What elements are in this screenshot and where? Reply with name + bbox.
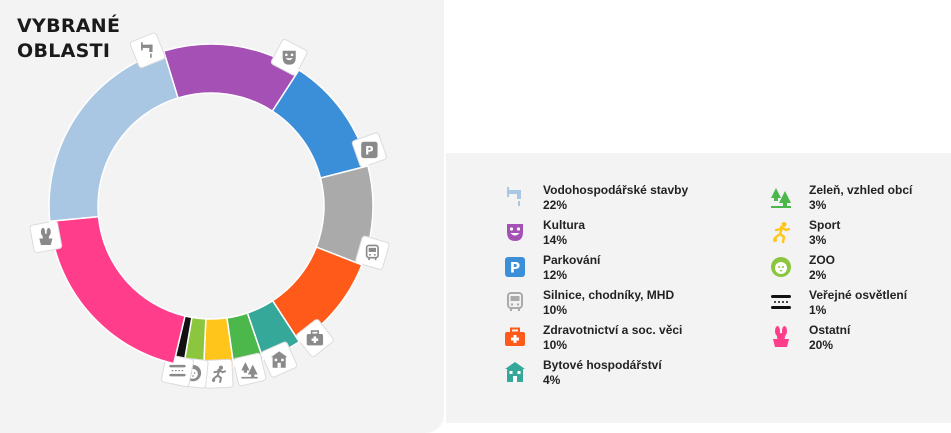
legend-value: 12% — [543, 268, 568, 282]
runner-icon — [773, 222, 791, 243]
first-aid-icon — [306, 330, 324, 346]
legend-label: Sport — [809, 218, 841, 232]
legend-value: 10% — [543, 303, 568, 317]
legend-label: ZOO — [809, 253, 835, 267]
legend-item-roads: Silnice, chodníky, MHD 10% — [504, 288, 734, 322]
legend-label: Zdravotnictví a soc. věci — [543, 323, 683, 337]
legend-item-other: Ostatní 20% — [770, 323, 951, 357]
legend-value: 10% — [543, 338, 568, 352]
legend-label: Parkování — [543, 253, 601, 267]
rabbit-hat-icon — [773, 326, 789, 347]
legend-value: 2% — [809, 268, 827, 282]
trees-badge — [232, 352, 267, 387]
housing-icon — [505, 362, 525, 382]
parking-icon: P — [505, 257, 525, 277]
legend-label: Bytové hospodářství — [543, 358, 662, 372]
legend-item-zoo: ZOO 2% — [770, 253, 951, 287]
legend-item-housing: Bytové hospodářství 4% — [504, 358, 734, 392]
legend-label: Kultura — [543, 218, 585, 232]
svg-text:P: P — [365, 143, 373, 157]
bus-icon — [365, 244, 379, 261]
first-aid-badge — [295, 319, 334, 357]
legend-label: Vodohospodářské stavby — [543, 183, 689, 197]
legend-item-health: Zdravotnictví a soc. věci 10% — [504, 323, 734, 357]
legend-item-water: Vodohospodářské stavby 22% — [504, 183, 734, 217]
svg-text:P: P — [510, 261, 520, 277]
runner-badge — [203, 358, 234, 389]
legend-value: 22% — [543, 198, 568, 212]
runner-icon — [211, 365, 227, 383]
parking-icon: P — [361, 141, 378, 159]
donut-chart: P — [29, 32, 390, 389]
bus-icon — [507, 292, 523, 311]
legend-label: Zeleň, vzhled obcí — [809, 183, 913, 197]
lion-icon — [771, 257, 791, 277]
rabbit-hat-icon — [39, 227, 53, 246]
legend-item-sport: Sport 3% — [770, 218, 951, 252]
water-tap-badge — [129, 32, 166, 69]
chart-title-line1: VYBRANÉ — [17, 15, 121, 37]
chart-panel: VYBRANÉ OBLASTI P — [0, 0, 444, 433]
chart-title: VYBRANÉ OBLASTI — [17, 14, 120, 64]
legend-label: Ostatní — [809, 323, 851, 337]
theater-mask-badge — [270, 38, 308, 76]
parking-badge: P — [351, 132, 387, 168]
legend-item-greenery: Zeleň, vzhled obcí 3% — [770, 183, 951, 217]
water-tap-icon — [141, 42, 153, 58]
legend-panel: Vodohospodářské stavby 22% Kultura 14% P… — [446, 153, 951, 423]
legend-value: 20% — [809, 338, 834, 352]
donut-slice — [48, 50, 179, 223]
legend-item-parking: P Parkování 12% — [504, 253, 734, 287]
chart-title-line2: OBLASTI — [17, 40, 111, 62]
theater-mask-icon — [507, 224, 523, 241]
legend-value: 3% — [809, 233, 827, 247]
donut-slice — [48, 215, 186, 365]
theater-mask-icon — [282, 50, 296, 65]
street-light-icon — [169, 364, 186, 377]
legend-label: Veřejné osvětlení — [809, 288, 908, 302]
legend-value: 1% — [809, 303, 827, 317]
legend-item-culture: Kultura 14% — [504, 218, 734, 252]
first-aid-icon — [505, 327, 525, 346]
legend-item-lighting: Veřejné osvětlení 1% — [770, 288, 951, 322]
trees-icon — [241, 362, 258, 379]
bus-badge — [355, 235, 390, 270]
rabbit-hat-badge — [29, 220, 63, 254]
legend-value: 4% — [543, 373, 561, 387]
housing-icon — [270, 351, 288, 368]
legend-label: Silnice, chodníky, MHD — [543, 288, 675, 302]
street-light-icon — [771, 295, 791, 309]
water-tap-icon — [507, 187, 521, 206]
trees-icon — [771, 188, 791, 208]
legend-value: 14% — [543, 233, 568, 247]
legend-value: 3% — [809, 198, 827, 212]
housing-badge — [261, 341, 298, 378]
